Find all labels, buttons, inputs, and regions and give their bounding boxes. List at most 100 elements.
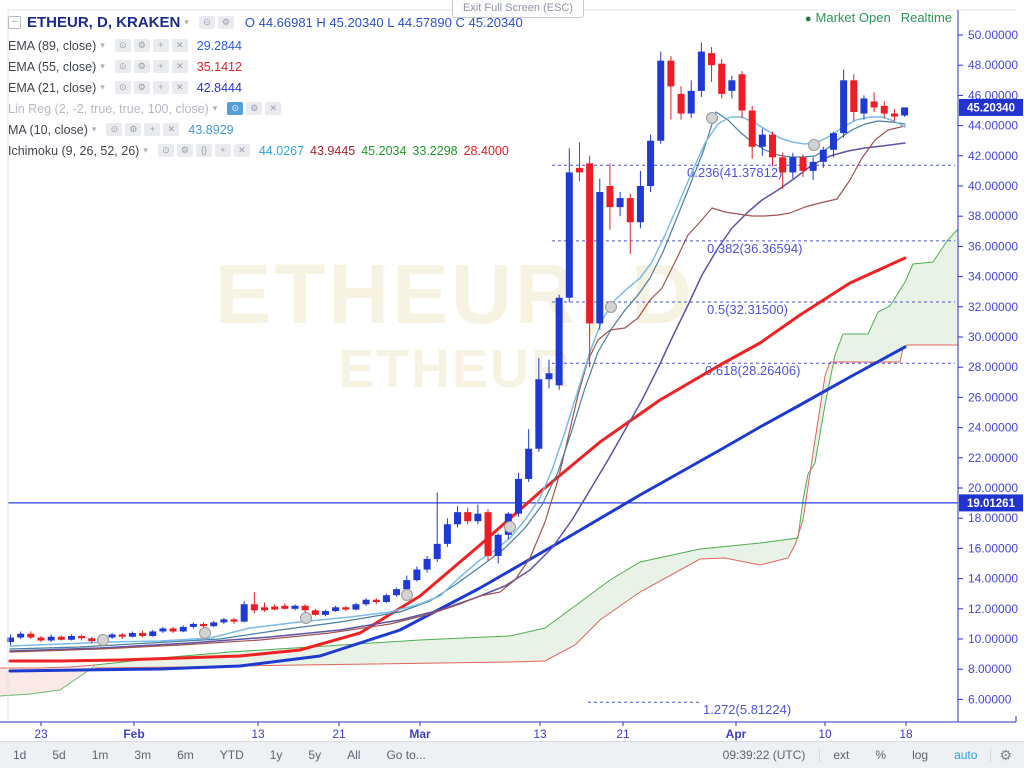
indicator-value: 35.1412: [196, 59, 242, 74]
indicator-label[interactable]: Ichimoku (9, 26, 52, 26): [8, 143, 140, 158]
price-tick-label: 36.00000: [968, 239, 1018, 253]
gear-icon[interactable]: ⚙: [246, 102, 263, 115]
time-tick-label: Feb: [123, 727, 144, 741]
price-tick-label: 6.00000: [968, 692, 1012, 706]
chevron-down-icon[interactable]: ▾: [91, 124, 97, 134]
kumo-bearish-fill: [0, 665, 95, 696]
price-tick-label: 16.00000: [968, 541, 1018, 555]
eye-icon[interactable]: ⊙: [157, 144, 174, 157]
close-icon[interactable]: ✕: [163, 123, 180, 136]
plus-icon[interactable]: +: [152, 39, 169, 52]
eye-icon[interactable]: ⊙: [114, 39, 131, 52]
time-tick-label: Mar: [409, 727, 431, 741]
indicator-value: 45.2034: [361, 143, 407, 158]
chart-legend: – ETHEUR, D, KRAKEN ▾ ⊙ ⚙ O 44.66981 H 45…: [8, 12, 523, 163]
fib-level-label: 0.618(28.26406): [705, 363, 800, 378]
indicator-values: 44.0267 43.9445 45.2034 33.2298 28.4000: [259, 144, 515, 158]
range-button-6m[interactable]: 6m: [177, 748, 194, 762]
close-icon[interactable]: ✕: [171, 81, 188, 94]
chevron-down-icon[interactable]: ▾: [100, 61, 105, 71]
price-badge-label: 19.01261: [967, 498, 1016, 510]
indicator-label[interactable]: EMA (55, close): [8, 59, 97, 74]
candles: [7, 42, 909, 646]
gear-icon[interactable]: ⚙: [133, 39, 150, 52]
close-icon[interactable]: ✕: [265, 102, 282, 115]
close-icon[interactable]: ✕: [233, 144, 250, 157]
time-tick-label: 21: [332, 727, 346, 741]
plus-icon[interactable]: +: [144, 123, 161, 136]
eye-icon[interactable]: ⊙: [114, 81, 131, 94]
indicator-row: EMA (21, close) ▾ ⊙ ⚙ + ✕ 42.8444: [8, 79, 523, 96]
price-tick-label: 42.00000: [968, 149, 1018, 163]
range-button-1d[interactable]: 1d: [13, 748, 27, 762]
price-tick-label: 46.00000: [968, 88, 1018, 102]
range-button-5d[interactable]: 5d: [52, 748, 66, 762]
toolbar-divider: [990, 748, 992, 762]
time-tick-label: 23: [34, 727, 48, 741]
linreg-marker: [504, 521, 516, 533]
indicator-label[interactable]: EMA (89, close): [8, 38, 97, 53]
eye-icon[interactable]: ⊙: [106, 123, 123, 136]
plus-icon[interactable]: +: [214, 144, 231, 157]
price-tick-label: 24.00000: [968, 421, 1018, 435]
scale-mode-percent[interactable]: %: [875, 748, 887, 762]
gear-icon[interactable]: ⚙: [133, 81, 150, 94]
close-icon[interactable]: ✕: [171, 39, 188, 52]
range-button-3m[interactable]: 3m: [134, 748, 152, 762]
gear-icon[interactable]: ⚙: [217, 15, 234, 29]
fib-level-label: 1.272(5.81224): [703, 702, 791, 717]
indicator-value: 33.2298: [412, 143, 458, 158]
range-button-ytd[interactable]: YTD: [219, 748, 244, 762]
linreg-marker: [97, 634, 109, 646]
range-button-1y[interactable]: 1y: [269, 748, 283, 762]
chevron-down-icon[interactable]: ▾: [100, 40, 105, 50]
price-tick-label: 40.00000: [968, 179, 1018, 193]
close-icon[interactable]: ✕: [171, 60, 188, 73]
indicator-values: 35.1412: [197, 60, 248, 74]
realtime-label: Realtime: [900, 10, 952, 25]
price-tick-label: 28.00000: [968, 360, 1018, 374]
market-open-dot-icon: ●: [804, 13, 812, 25]
range-button-all[interactable]: All: [347, 748, 361, 762]
plus-icon[interactable]: +: [152, 60, 169, 73]
eye-icon[interactable]: ⊙: [114, 60, 131, 73]
symbol-title[interactable]: ETHEUR, D, KRAKEN: [27, 13, 181, 31]
price-badge-label: 45.20340: [967, 102, 1015, 114]
chevron-down-icon[interactable]: ▾: [212, 103, 218, 113]
indicator-values: 42.8444: [197, 81, 248, 95]
range-button-5y[interactable]: 5y: [308, 748, 322, 762]
collapse-legend-button[interactable]: –: [8, 15, 21, 29]
price-badge: [959, 494, 1023, 512]
indicator-label[interactable]: Lin Reg (2, -2, true, true, 100, close): [8, 101, 209, 116]
gear-icon[interactable]: ⚙: [133, 60, 150, 73]
scale-mode-ext[interactable]: ext: [833, 748, 850, 762]
chevron-down-icon[interactable]: ▾: [143, 145, 148, 155]
eye-icon[interactable]: ⊙: [198, 15, 215, 29]
braces-icon[interactable]: {}: [195, 144, 212, 157]
indicator-label[interactable]: EMA (21, close): [8, 80, 97, 95]
range-button-goto[interactable]: Go to...: [386, 748, 426, 762]
fib-level-label: 0.236(41.37812): [687, 165, 782, 180]
time-tick-label: 18: [899, 727, 913, 741]
kijun-line: [9, 125, 906, 653]
gear-icon[interactable]: ⚙: [125, 123, 142, 136]
eye-icon[interactable]: ⊙: [227, 102, 244, 115]
indicator-buttons: ⊙ ⚙ ✕: [227, 102, 284, 115]
chevron-down-icon[interactable]: ▾: [100, 82, 105, 92]
indicator-label[interactable]: MA (10, close): [8, 122, 88, 137]
auto-scale-button[interactable]: auto: [954, 748, 978, 762]
indicator-row: Ichimoku (9, 26, 52, 26) ▾ ⊙ ⚙{} + ✕ 44.0267 43…: [8, 142, 523, 159]
bottom-toolbar: 1d 5d 1m 3m 6m YTD 1y 5y All Go to... 09:39:22 (U…: [0, 741, 1024, 768]
time-tick-label: 21: [616, 727, 630, 741]
plus-icon[interactable]: +: [152, 81, 169, 94]
toolbar-divider: [819, 748, 821, 762]
linreg-marker: [199, 627, 211, 639]
price-chart[interactable]: 0.236(41.37812) 0.382(36.36594) 0.5(32.315…: [0, 0, 1024, 741]
settings-gear-icon[interactable]: ⚙: [999, 746, 1012, 763]
range-button-1m[interactable]: 1m: [91, 748, 109, 762]
gear-icon[interactable]: ⚙: [176, 144, 193, 157]
price-tick-label: 18.00000: [968, 511, 1018, 525]
chevron-down-icon[interactable]: ▾: [184, 16, 189, 27]
ema89-line: [8, 345, 907, 673]
scale-mode-log[interactable]: log: [912, 748, 929, 762]
